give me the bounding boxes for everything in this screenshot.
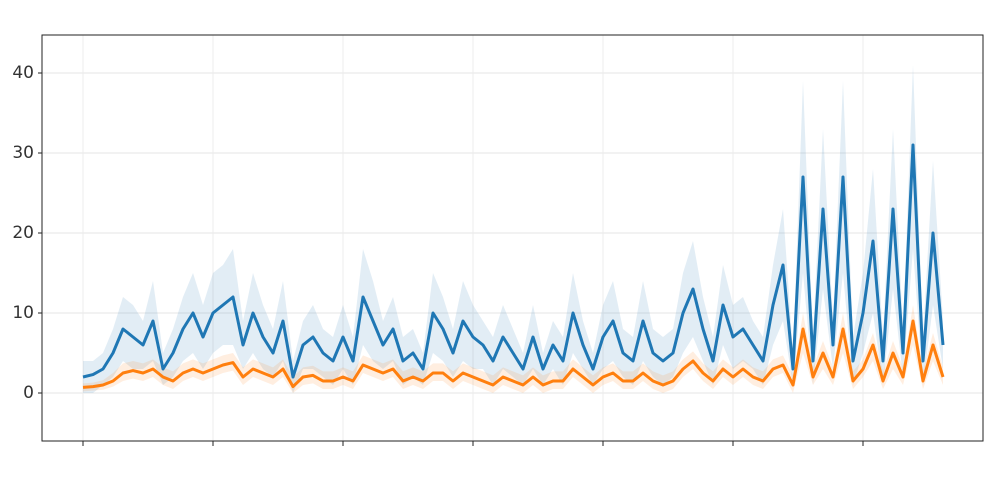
series-line <box>82 143 945 379</box>
confidence-band <box>83 305 943 393</box>
y-tick-label: 30 <box>12 143 34 163</box>
confidence-band <box>83 65 943 393</box>
series-line <box>82 319 945 389</box>
y-tick-label: 0 <box>23 383 34 403</box>
y-tick-label: 20 <box>12 223 34 243</box>
y-tick-label: 40 <box>12 63 34 83</box>
y-tick-label: 10 <box>12 303 34 323</box>
plot-frame <box>41 34 984 442</box>
